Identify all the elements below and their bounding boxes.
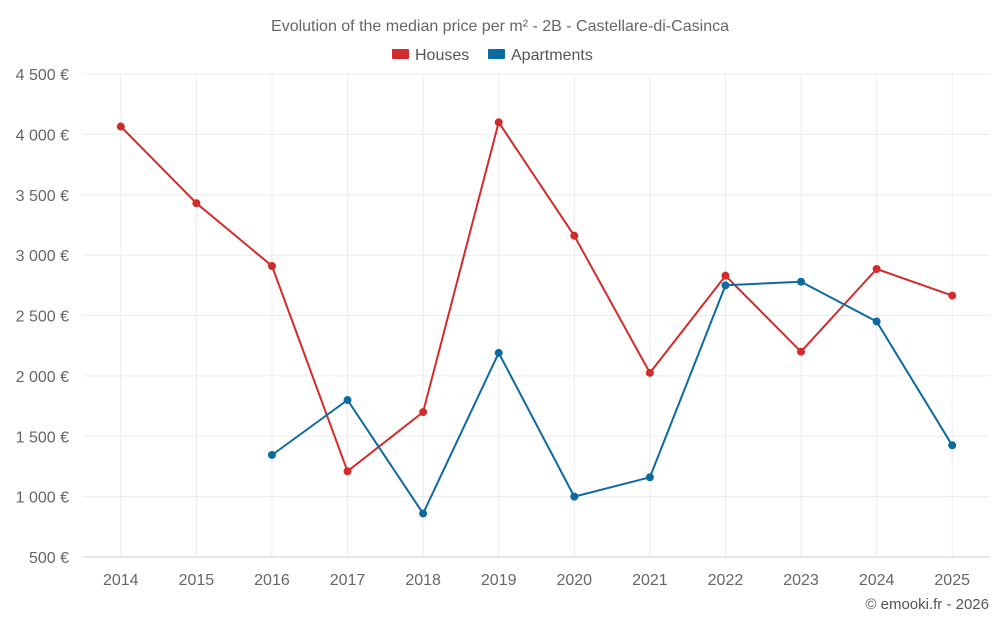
- data-point-apartments-2019[interactable]: [494, 348, 503, 357]
- y-tick-label-1000: 1 000 €: [16, 490, 69, 507]
- y-tick-label-2500: 2 500 €: [16, 309, 69, 326]
- legend-label-apartments: Apartments: [511, 47, 593, 64]
- data-point-apartments-2018[interactable]: [419, 509, 428, 518]
- data-point-apartments-2020[interactable]: [570, 492, 579, 501]
- series-line-apartments: [271, 280, 954, 515]
- x-tick-label-2021: 2021: [632, 572, 668, 589]
- data-point-houses-2024[interactable]: [872, 265, 881, 274]
- legend: Houses Apartments: [392, 47, 593, 64]
- data-point-houses-2019[interactable]: [494, 118, 503, 127]
- data-point-houses-2021[interactable]: [645, 368, 654, 377]
- data-point-apartments-2024[interactable]: [872, 317, 881, 326]
- data-point-houses-2018[interactable]: [419, 408, 428, 417]
- y-axis: 500 € 1 000 € 1 500 € 2 000 € 2 500 € 3 000 €…: [16, 67, 69, 567]
- y-tick-label-3000: 3 000 €: [16, 248, 69, 265]
- legend-swatch-houses: [392, 49, 409, 59]
- data-point-apartments-2021[interactable]: [645, 473, 654, 482]
- x-tick-label-2019: 2019: [481, 572, 517, 589]
- data-point-houses-2016[interactable]: [267, 261, 276, 270]
- data-point-houses-2022[interactable]: [721, 271, 730, 280]
- grid: [83, 73, 990, 557]
- data-point-houses-2015[interactable]: [192, 199, 201, 208]
- series: [116, 118, 957, 518]
- x-tick-label-2018: 2018: [405, 572, 441, 589]
- data-point-apartments-2025[interactable]: [948, 441, 957, 450]
- y-tick-label-3500: 3 500 €: [16, 188, 69, 205]
- y-tick-label-500: 500 €: [29, 550, 69, 567]
- series-line-houses: [120, 121, 953, 473]
- data-point-houses-2023[interactable]: [797, 347, 806, 356]
- x-tick-label-2015: 2015: [179, 572, 215, 589]
- y-tick-label-4500: 4 500 €: [16, 67, 69, 84]
- data-point-houses-2014[interactable]: [116, 122, 125, 131]
- x-axis: 2014 2015 2016 2017 2018 2019 2020 2021 2022 2023…: [83, 556, 990, 589]
- x-tick-label-2016: 2016: [254, 572, 290, 589]
- legend-item-apartments[interactable]: Apartments: [488, 47, 593, 64]
- legend-item-houses[interactable]: Houses: [392, 47, 469, 64]
- x-tick-label-2014: 2014: [103, 572, 139, 589]
- x-tick-label-2024: 2024: [859, 572, 895, 589]
- y-tick-label-4000: 4 000 €: [16, 127, 69, 144]
- data-point-apartments-2016[interactable]: [267, 450, 276, 459]
- x-tick-label-2022: 2022: [708, 572, 744, 589]
- data-point-apartments-2023[interactable]: [797, 277, 806, 286]
- credit-text: © emooki.fr - 2026: [865, 596, 989, 613]
- data-point-houses-2025[interactable]: [948, 291, 957, 300]
- legend-swatch-apartments: [488, 49, 505, 59]
- y-tick-label-2000: 2 000 €: [16, 369, 69, 386]
- x-tick-label-2017: 2017: [330, 572, 366, 589]
- data-point-apartments-2017[interactable]: [343, 396, 352, 405]
- x-tick-label-2023: 2023: [783, 572, 819, 589]
- data-point-houses-2020[interactable]: [570, 231, 579, 240]
- x-tick-label-2025: 2025: [934, 572, 970, 589]
- y-tick-label-1500: 1 500 €: [16, 429, 69, 446]
- data-point-houses-2017[interactable]: [343, 467, 352, 476]
- chart-title: Evolution of the median price per m² - 2…: [271, 18, 729, 35]
- legend-label-houses: Houses: [415, 47, 469, 64]
- x-tick-label-2020: 2020: [556, 572, 592, 589]
- data-point-apartments-2022[interactable]: [721, 281, 730, 290]
